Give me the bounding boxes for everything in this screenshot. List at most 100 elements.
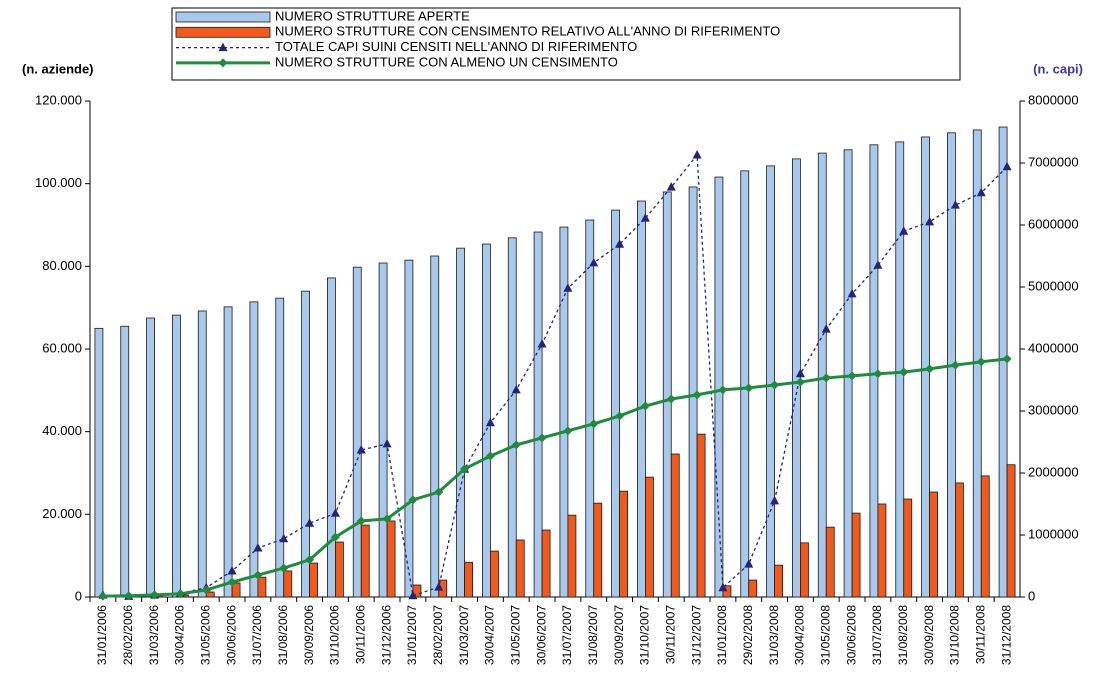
bar	[378, 262, 388, 598]
x-tick-label: 30/09/2006	[302, 605, 316, 665]
bar	[851, 512, 861, 598]
legend-swatch	[175, 26, 271, 38]
point	[511, 384, 521, 394]
bar	[903, 498, 913, 598]
y2-tick-label: 2000000	[1028, 464, 1079, 479]
y-tick-label: 40.000	[42, 423, 82, 438]
bar	[507, 237, 517, 598]
point	[847, 288, 857, 298]
x-tick-label: 30/04/2008	[793, 605, 807, 665]
y2-tick-label: 8000000	[1028, 92, 1079, 107]
point	[382, 514, 392, 524]
point	[330, 508, 340, 517]
point	[718, 385, 728, 395]
point	[744, 559, 754, 568]
point	[589, 419, 599, 429]
point	[279, 563, 289, 573]
point	[640, 213, 650, 222]
bar	[774, 564, 783, 598]
bar	[231, 582, 241, 598]
bar	[172, 314, 181, 598]
x-tick-label: 30/04/2007	[483, 605, 497, 665]
point	[408, 495, 418, 505]
y2-tick-label: 6000000	[1028, 216, 1079, 231]
point	[1002, 354, 1012, 364]
y-axis-label: (n. aziende)	[22, 61, 94, 76]
bar	[748, 579, 758, 598]
bar	[360, 524, 370, 598]
bar	[696, 433, 706, 598]
point	[770, 495, 780, 505]
bar	[197, 310, 207, 598]
y-tick-label: 20.000	[42, 506, 82, 521]
bar	[637, 200, 646, 598]
point	[511, 440, 521, 450]
bar	[645, 476, 654, 598]
point	[330, 532, 340, 542]
bar	[929, 491, 938, 598]
point	[589, 257, 599, 267]
y2-axis-label: (n. capi)	[1033, 61, 1083, 76]
point	[563, 283, 573, 292]
bar	[515, 539, 525, 598]
bar	[430, 255, 440, 598]
bar	[352, 266, 362, 598]
y-tick-label: 120.000	[35, 92, 82, 107]
point	[718, 582, 728, 592]
point	[847, 371, 857, 381]
point	[408, 590, 418, 600]
point	[821, 373, 831, 383]
x-tick-label: 31/03/2008	[767, 605, 781, 665]
point	[356, 445, 366, 454]
point	[873, 260, 883, 269]
y2-tick-label: 7000000	[1028, 154, 1079, 169]
point	[899, 367, 909, 377]
point	[279, 533, 289, 543]
point	[925, 216, 935, 226]
x-tick-label: 31/08/2008	[896, 605, 910, 665]
x-tick-label: 31/08/2007	[586, 605, 600, 665]
bar	[301, 290, 310, 598]
bar	[585, 219, 595, 598]
point	[201, 585, 211, 595]
point	[925, 364, 935, 374]
bar	[593, 502, 603, 598]
point	[356, 516, 366, 526]
bar	[223, 306, 233, 598]
bar	[800, 542, 809, 598]
bar	[980, 475, 990, 598]
point	[692, 390, 702, 400]
legend-swatch	[175, 11, 271, 23]
point	[666, 182, 676, 191]
point	[305, 555, 315, 565]
x-tick-label: 30/11/2006	[353, 605, 367, 664]
point	[795, 368, 805, 378]
bar	[456, 247, 465, 598]
x-tick-label: 31/05/2008	[818, 605, 832, 665]
bar	[740, 170, 750, 598]
x-tick-label: 30/11/2007	[663, 605, 677, 664]
x-tick-label: 28/02/2007	[431, 605, 445, 665]
x-tick-label: 29/02/2008	[741, 605, 755, 665]
x-tick-label: 30/11/2008	[973, 605, 987, 664]
bar	[662, 191, 672, 598]
x-tick-label: 31/10/2006	[328, 605, 342, 665]
point	[899, 226, 909, 235]
x-tick-label: 31/07/2007	[560, 605, 574, 665]
point	[950, 200, 960, 209]
legend-marker	[218, 42, 228, 52]
bar	[283, 570, 293, 598]
x-tick-label: 31/01/2007	[405, 605, 419, 665]
bar	[120, 325, 130, 598]
line	[102, 357, 1008, 598]
bar	[792, 158, 801, 598]
x-tick-label: 28/02/2006	[121, 605, 135, 665]
point	[744, 383, 754, 393]
y-tick-label: 100.000	[35, 175, 82, 190]
y2-tick-label: 5000000	[1028, 278, 1079, 293]
bar	[670, 453, 680, 598]
y2-tick-label: 0	[1028, 588, 1035, 603]
bar	[404, 259, 414, 598]
bar	[257, 576, 267, 598]
